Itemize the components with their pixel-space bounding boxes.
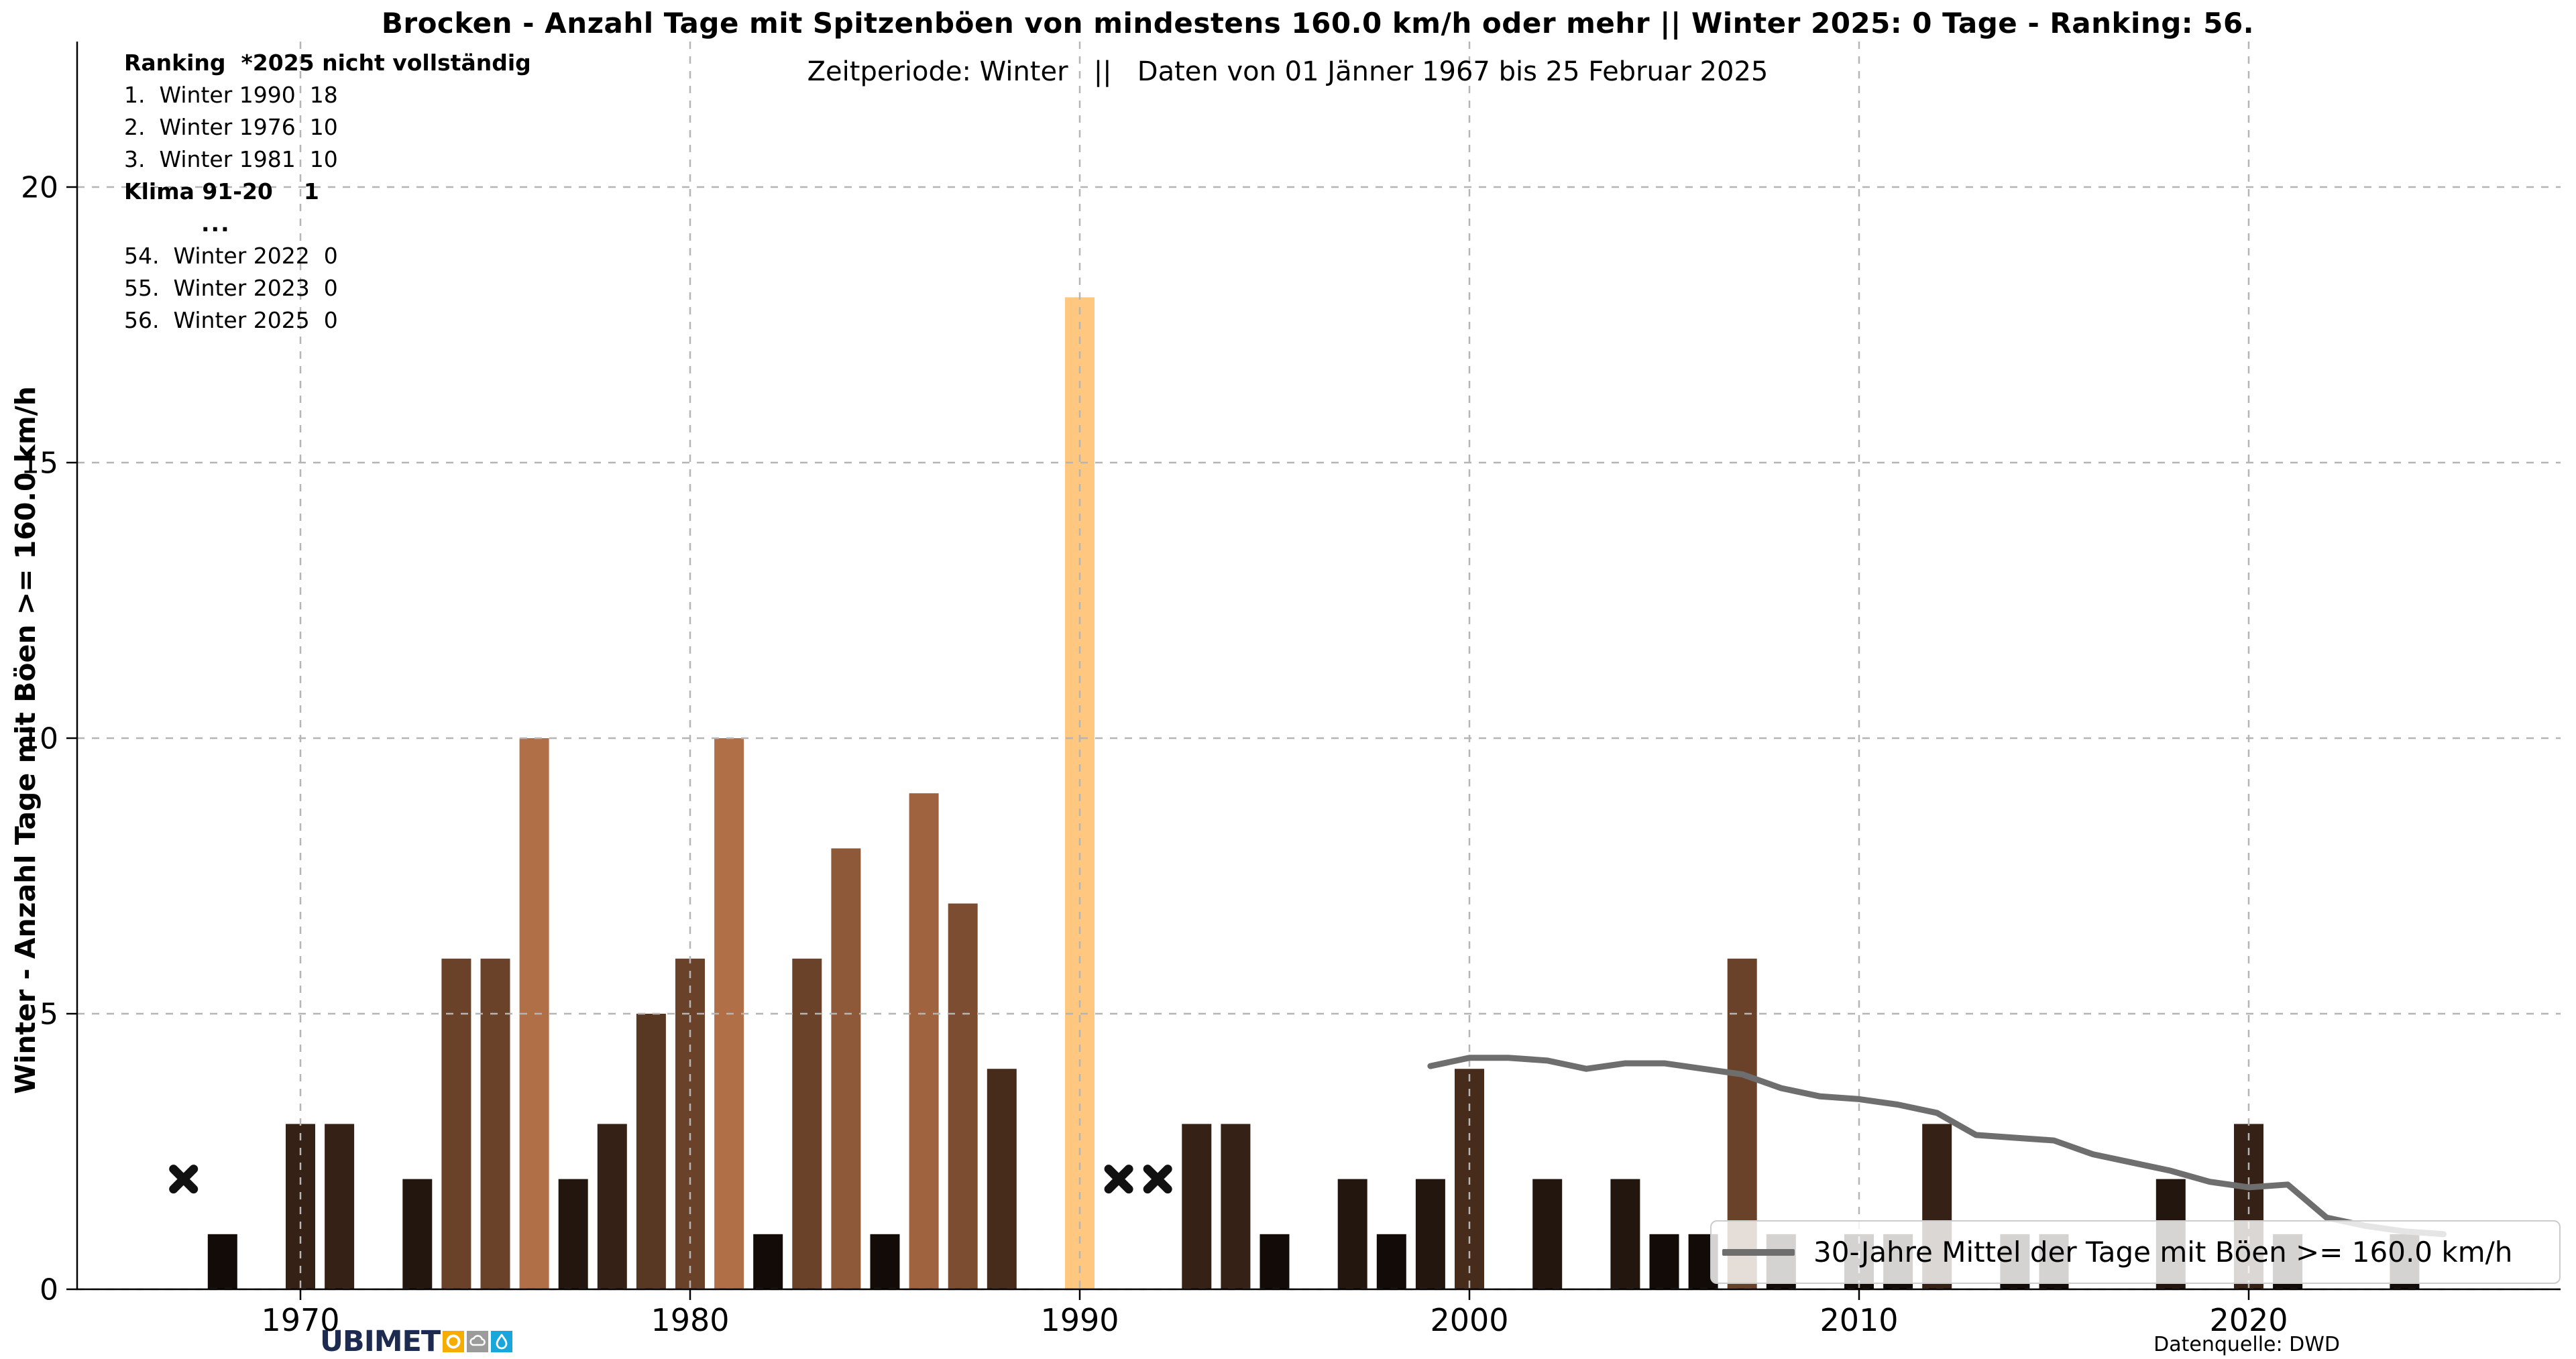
bar-1975 bbox=[480, 958, 510, 1289]
x-tick-label-1980: 1980 bbox=[651, 1302, 729, 1338]
x-tick-label-2020: 2020 bbox=[2209, 1302, 2288, 1338]
bar-2002 bbox=[1532, 1179, 1563, 1289]
ranking-row: 54. Winter 2022 0 bbox=[124, 243, 338, 269]
legend-label: 30-Jahre Mittel der Tage mit Böen >= 160… bbox=[1813, 1236, 2513, 1268]
bar-1993 bbox=[1182, 1124, 1212, 1289]
mean-line bbox=[1427, 1055, 2447, 1238]
missing-data-marker-1967 bbox=[169, 1165, 199, 1194]
bar-1974 bbox=[441, 958, 471, 1289]
bar-1984 bbox=[831, 848, 861, 1289]
y-tick-label-20: 20 bbox=[21, 170, 58, 204]
data-source: Datenquelle: DWD bbox=[2153, 1333, 2340, 1356]
cloud-icon bbox=[467, 1331, 489, 1352]
chart-subtitle: Zeitperiode: Winter || Daten von 01 Jänn… bbox=[807, 56, 1769, 87]
x-tick-label-2000: 2000 bbox=[1430, 1302, 1508, 1338]
bar-1978 bbox=[597, 1124, 627, 1289]
sun-icon bbox=[443, 1331, 465, 1352]
ranking-panel: Ranking *2025 nicht vollständig 1. Winter… bbox=[124, 47, 531, 337]
y-axis-label: Winter - Anzahl Tage mit Böen >= 160.0 k… bbox=[9, 386, 42, 1094]
bar-1971 bbox=[325, 1124, 355, 1289]
legend: 30-Jahre Mittel der Tage mit Böen >= 160… bbox=[1710, 1220, 2561, 1284]
missing-data-marker-1992 bbox=[1143, 1165, 1172, 1194]
ranking-row: 3. Winter 1981 10 bbox=[124, 146, 338, 172]
ranking-row: ... bbox=[201, 211, 231, 237]
bar-1987 bbox=[948, 903, 978, 1289]
x-tick-label-2010: 2010 bbox=[1819, 1302, 1898, 1338]
bar-1985 bbox=[870, 1234, 900, 1289]
bar-1968 bbox=[207, 1234, 237, 1289]
bar-1982 bbox=[753, 1234, 783, 1289]
bar-1999 bbox=[1415, 1179, 1445, 1289]
ranking-row: 55. Winter 2023 0 bbox=[124, 275, 338, 301]
logo-text-met: MET bbox=[374, 1325, 441, 1358]
bar-1988 bbox=[987, 1069, 1017, 1289]
y-tick-label-5: 5 bbox=[40, 997, 58, 1031]
y-tick-label-10: 10 bbox=[21, 721, 58, 756]
bar-2005 bbox=[1649, 1234, 1679, 1289]
logo-text-ubi: UBI bbox=[320, 1325, 375, 1358]
ranking-row: 1. Winter 1990 18 bbox=[124, 82, 338, 108]
x-tick-label-1970: 1970 bbox=[261, 1302, 339, 1338]
bar-1998 bbox=[1376, 1234, 1406, 1289]
ranking-row: 56. Winter 2025 0 bbox=[124, 307, 338, 333]
bar-2004 bbox=[1610, 1179, 1640, 1289]
y-tick-label-0: 0 bbox=[40, 1273, 58, 1307]
chart-title: Brocken - Anzahl Tage mit Spitzenböen vo… bbox=[381, 7, 2255, 40]
y-tick-label-15: 15 bbox=[21, 446, 58, 480]
droplet-icon bbox=[491, 1331, 513, 1352]
x-tick-label-1990: 1990 bbox=[1040, 1302, 1119, 1338]
ranking-row: 2. Winter 1976 10 bbox=[124, 114, 338, 140]
bar-1994 bbox=[1221, 1124, 1251, 1289]
ranking-row: Klima 91-20 1 bbox=[124, 178, 319, 204]
bar-1979 bbox=[636, 1014, 666, 1289]
bar-1973 bbox=[402, 1179, 433, 1289]
ranking-row: Ranking *2025 nicht vollständig bbox=[124, 50, 531, 76]
missing-data-marker-1991 bbox=[1104, 1165, 1133, 1194]
bar-1986 bbox=[909, 793, 939, 1289]
bar-1983 bbox=[792, 958, 822, 1289]
ubimet-logo: UBI MET bbox=[320, 1325, 513, 1358]
bar-1977 bbox=[558, 1179, 588, 1289]
bar-1997 bbox=[1337, 1179, 1367, 1289]
bar-1995 bbox=[1259, 1234, 1290, 1289]
mean-line-swatch bbox=[1722, 1248, 1795, 1256]
